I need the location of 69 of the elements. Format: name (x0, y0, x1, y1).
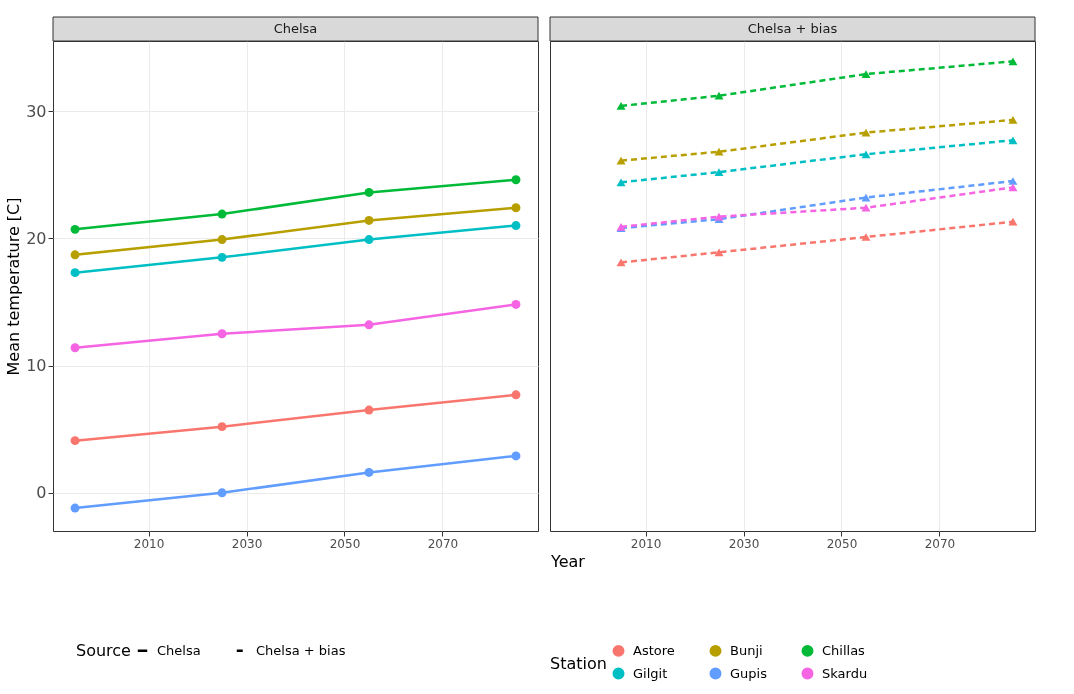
text: Source (76, 641, 131, 660)
point (217, 422, 227, 432)
point (217, 488, 227, 498)
point (616, 156, 626, 165)
point (511, 451, 521, 461)
point (70, 503, 80, 513)
legend-label: Bunji (730, 642, 763, 658)
point (217, 329, 227, 339)
x-axis-title: Year (550, 552, 586, 571)
point (616, 178, 626, 187)
point (364, 215, 374, 225)
legend-label: Astore (633, 642, 675, 658)
chart-title: Chelsa + bias (747, 21, 838, 36)
point (1008, 116, 1018, 124)
point (70, 224, 80, 234)
point (861, 150, 871, 159)
point (70, 436, 80, 446)
point (364, 467, 374, 477)
x-tick-label: 2010 (630, 536, 662, 551)
point (714, 248, 724, 257)
point (861, 70, 871, 78)
x-tick-label: 2070 (924, 536, 956, 551)
point (1008, 183, 1018, 192)
legend-title: Station (550, 654, 607, 673)
point (70, 268, 80, 278)
point (616, 258, 626, 267)
point (1008, 217, 1018, 226)
point (364, 187, 374, 197)
x-tick-label: 2050 (826, 536, 858, 551)
point (714, 91, 724, 100)
chart-title: Chelsa (273, 21, 318, 36)
x-tick-label: 2070 (427, 536, 459, 551)
legend-label: Skardu (822, 665, 868, 681)
point (861, 128, 871, 137)
y-tick-label: 0 (36, 483, 47, 503)
point (714, 168, 724, 176)
y-axis-title: Mean temperature [C] (4, 197, 24, 376)
point (861, 203, 871, 212)
x-tick-label: 2030 (231, 536, 263, 551)
x-tick-label: 2010 (133, 536, 165, 551)
point (511, 390, 521, 400)
x-tick-label: 2050 (329, 536, 361, 551)
point (511, 299, 521, 309)
point (1008, 136, 1018, 145)
point (217, 235, 227, 245)
point (70, 343, 80, 353)
y-tick-label: 20 (26, 228, 47, 248)
point (616, 102, 626, 110)
chart-title: Chelsa (157, 642, 201, 658)
point (364, 320, 374, 330)
point (1008, 57, 1018, 66)
point (714, 147, 724, 156)
point (217, 252, 227, 262)
point (1008, 177, 1018, 185)
point (861, 233, 871, 241)
point (511, 175, 521, 185)
y-tick-label: 10 (26, 356, 47, 376)
point (364, 405, 374, 415)
point (217, 209, 227, 219)
chart-title: Chelsa + bias (256, 642, 346, 658)
x-tick-label: 2030 (728, 536, 760, 551)
y-tick-label: 30 (26, 101, 47, 121)
legend-label: Gupis (730, 665, 768, 681)
point (70, 250, 80, 260)
point (364, 235, 374, 245)
point (511, 221, 521, 231)
legend-label: Chillas (822, 642, 866, 658)
point (511, 203, 521, 213)
legend-label: Gilgit (633, 665, 668, 681)
